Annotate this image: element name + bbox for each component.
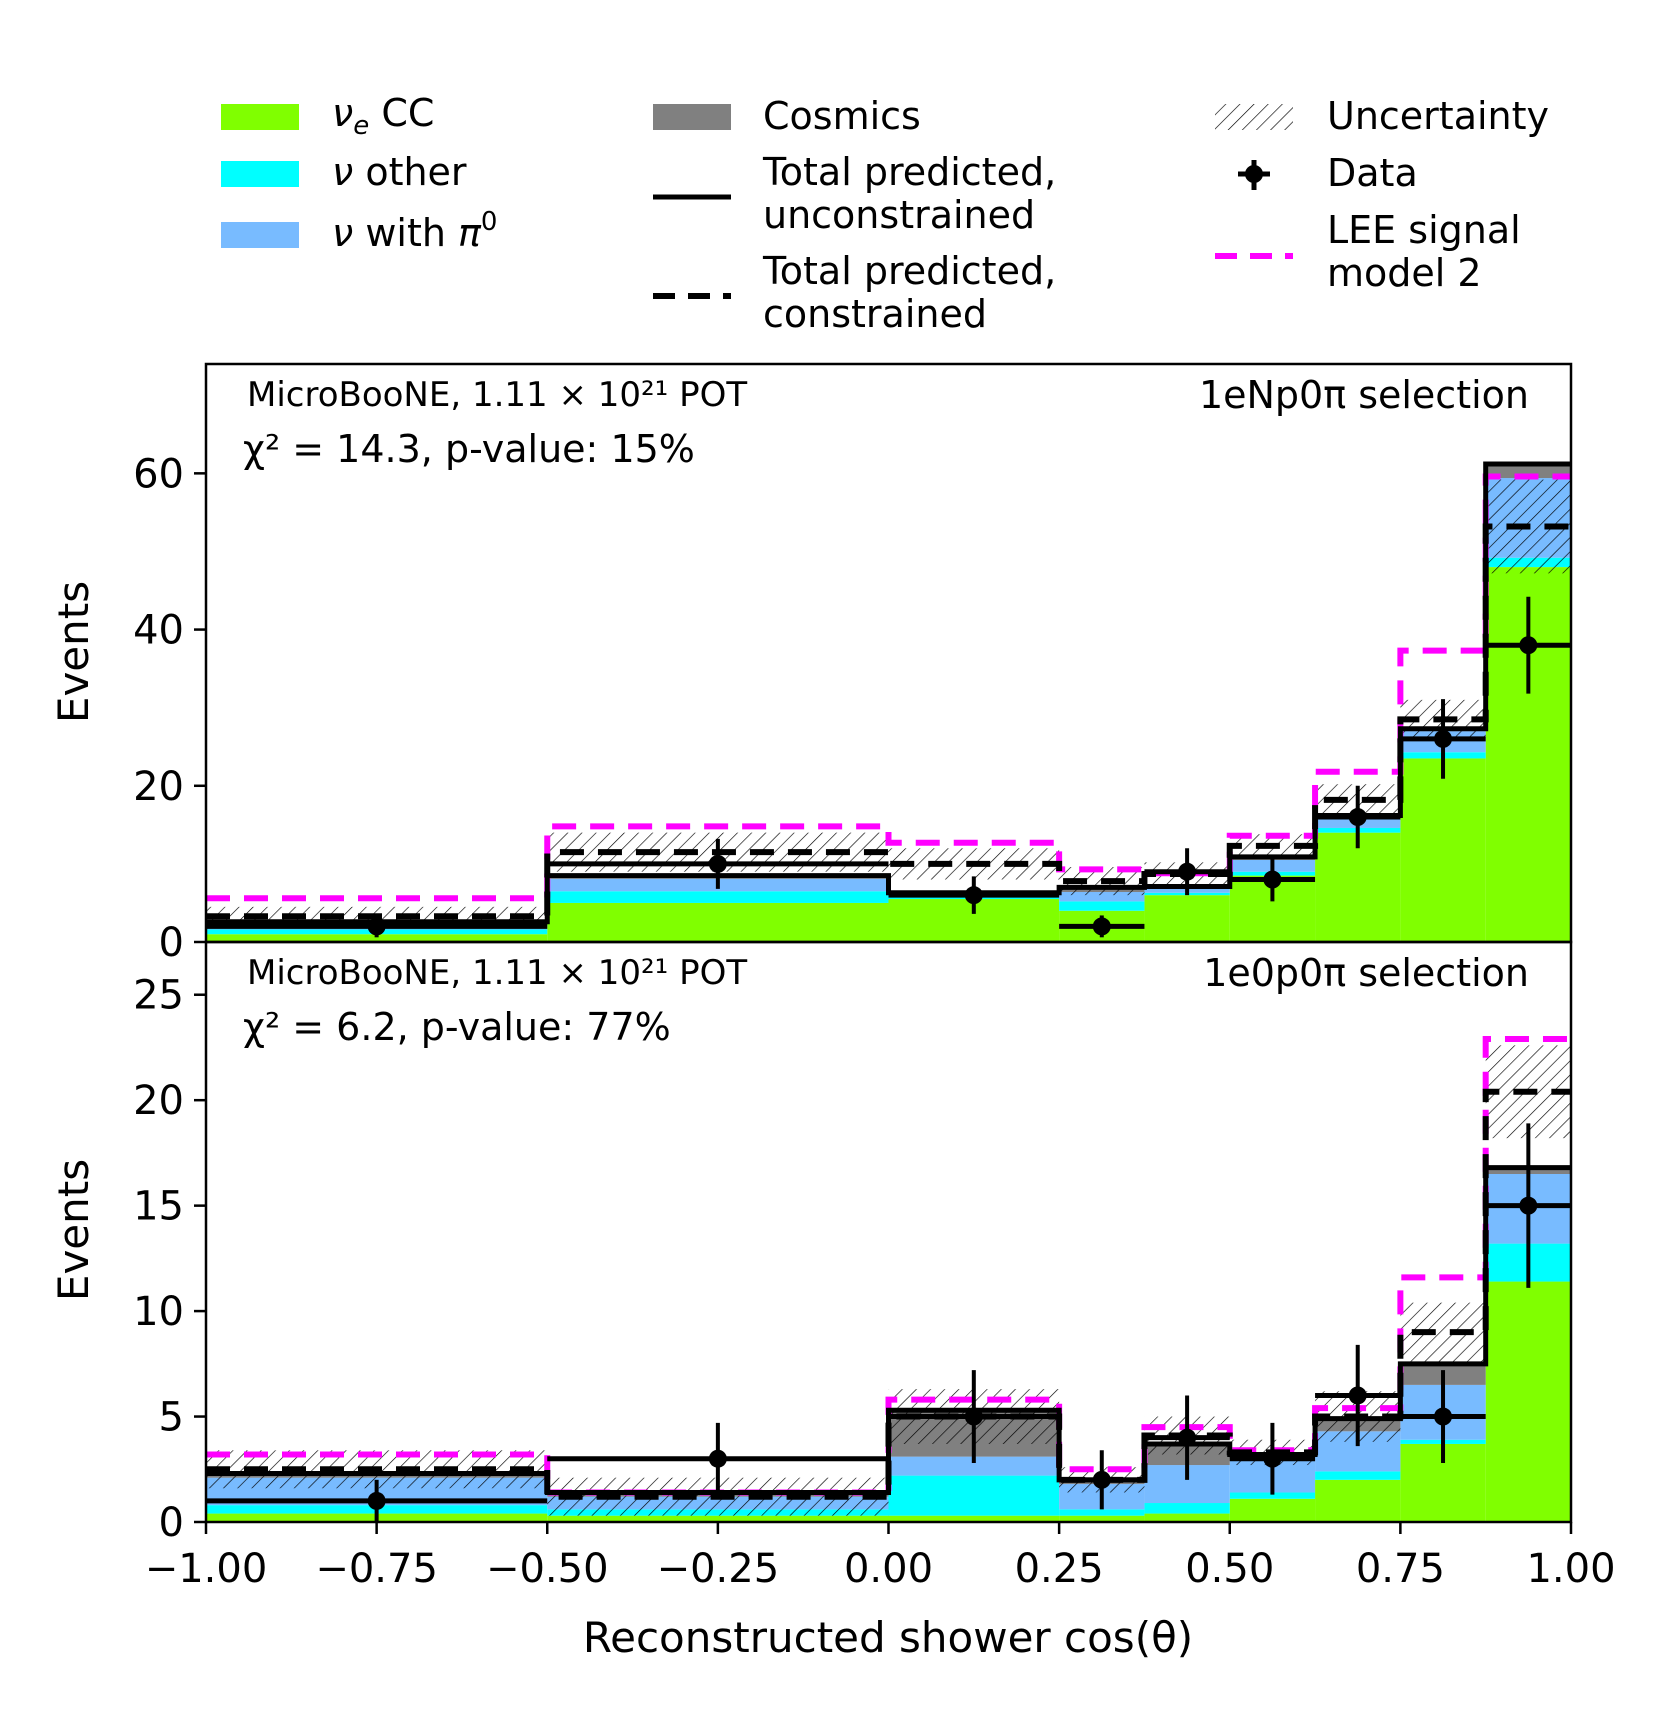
- bar-nue_cc-4: [1144, 1513, 1230, 1522]
- bar-nu_pi0-2: [888, 1456, 1060, 1476]
- bar-nu_other-6: [1315, 1471, 1401, 1480]
- x-axis-label: Reconstructed shower cos(θ): [583, 1613, 1193, 1662]
- bar-nue_cc-5: [1229, 1498, 1316, 1522]
- panel-1eNp0pi: 0 20 40 60 MicroBooNE, 1.11 × 10²¹ POT χ² = 1…: [133, 362, 1573, 966]
- bar-nue_cc-3: [1059, 1515, 1145, 1522]
- legend-label-nue-cc: νe CC: [332, 91, 434, 141]
- bar-nu_other-2: [888, 1475, 1060, 1516]
- bar-nue_cc-1: [547, 1515, 889, 1522]
- data-point-4: [1144, 1395, 1230, 1480]
- data-point-5: [1229, 857, 1316, 902]
- x-tick-label: 0.00: [844, 1546, 933, 1592]
- y-tick-label: 40: [133, 608, 184, 654]
- legend-label-uncertainty: Uncertainty: [1327, 94, 1549, 138]
- legend-label-data: Data: [1327, 151, 1418, 195]
- legend: νe CC ν other ν with π0 Cosmics Total pr…: [221, 91, 1549, 336]
- y-axis-label-top: Events: [49, 581, 98, 723]
- bar-nu_pi0-3: [1059, 892, 1145, 902]
- y-tick-label: 10: [133, 1289, 184, 1335]
- bar-nu_other-1: [547, 891, 889, 903]
- bar-nue_cc-0: [206, 934, 548, 942]
- legend-label-cosmics: Cosmics: [763, 94, 921, 138]
- x-tick-label: −0.50: [486, 1546, 609, 1592]
- data-point-3: [1059, 915, 1145, 938]
- data-point-8: [1485, 1123, 1571, 1288]
- legend-label-constrained-2: constrained: [763, 292, 987, 336]
- y-axis-label-bottom: Events: [49, 1159, 98, 1301]
- legend-swatch-nu-pi0: [221, 222, 299, 248]
- legend-label-nu-pi0: ν with π0: [332, 207, 497, 255]
- legend-label-nu-other: ν other: [332, 150, 467, 194]
- bar-nue_cc-1: [547, 902, 889, 942]
- data-point-0: [206, 915, 548, 938]
- bar-nu_other-3: [1059, 1509, 1145, 1516]
- x-tick-label: 0.50: [1185, 1546, 1274, 1592]
- stat-label: χ² = 14.3, p-value: 15%: [243, 427, 695, 471]
- legend-swatch-uncertainty: [1215, 104, 1293, 130]
- y-tick-label: 25: [133, 973, 184, 1019]
- x-tick-label: 1.00: [1526, 1546, 1615, 1592]
- legend-swatch-cosmics: [653, 104, 731, 130]
- data-point-2: [888, 876, 1060, 914]
- data-point-8: [1485, 596, 1571, 694]
- experiment-label: MicroBooNE, 1.11 × 10²¹ POT: [247, 953, 747, 993]
- y-tick-label: 0: [159, 920, 184, 966]
- stat-label: χ² = 6.2, p-value: 77%: [243, 1005, 671, 1049]
- selection-label: 1eNp0π selection: [1199, 373, 1529, 417]
- y-tick-label: 5: [159, 1395, 184, 1441]
- y-tick-label: 20: [133, 1078, 184, 1124]
- bar-nue_cc-2: [888, 1515, 1060, 1522]
- bar-nue_cc-7: [1400, 758, 1486, 942]
- legend-label-unconstrained-2: unconstrained: [763, 193, 1035, 237]
- x-tick-label: −0.25: [657, 1546, 780, 1592]
- y-tick-label: 15: [133, 1184, 184, 1230]
- bar-nue_cc-4: [1144, 895, 1230, 942]
- bar-nue_cc-8: [1485, 1281, 1571, 1522]
- data-point-1: [547, 1422, 889, 1495]
- data-point-3: [1059, 1450, 1145, 1510]
- data-point-0: [206, 1479, 548, 1522]
- legend-label-lee-2: model 2: [1327, 251, 1482, 295]
- data-point-7: [1400, 1370, 1486, 1463]
- bar-nu_other-4: [1144, 1503, 1230, 1514]
- x-tick-label: −1.00: [145, 1546, 268, 1592]
- legend-label-unconstrained-1: Total predicted,: [762, 150, 1056, 194]
- bar-nu_other-5: [1229, 1492, 1316, 1499]
- data-point-4: [1144, 848, 1230, 896]
- legend-swatch-nue-cc: [221, 104, 299, 130]
- x-tick-label: 0.75: [1356, 1546, 1445, 1592]
- bar-nu_other-3: [1059, 901, 1145, 911]
- y-tick-label: 0: [159, 1500, 184, 1546]
- legend-swatch-nu-other: [221, 161, 299, 187]
- bar-nue_cc-6: [1315, 1479, 1401, 1522]
- x-tick-label: −0.75: [315, 1546, 438, 1592]
- data-point-7: [1400, 699, 1486, 779]
- data-point-1: [547, 838, 889, 889]
- panel-1e0p0pi: 0 5 10 15 20 25 −1.00 −0.75 −0.50 −0.25 0.00 0.25 0.…: [133, 940, 1616, 1592]
- legend-marker-data: [1238, 160, 1270, 190]
- y-tick-label: 60: [133, 451, 184, 497]
- data-point-2: [888, 1370, 1060, 1463]
- data-point-6: [1315, 785, 1401, 849]
- selection-label: 1e0p0π selection: [1203, 951, 1529, 995]
- data-point-5: [1229, 1422, 1316, 1495]
- x-tick-label: 0.25: [1015, 1546, 1104, 1592]
- experiment-label: MicroBooNE, 1.11 × 10²¹ POT: [247, 375, 747, 415]
- data-point-6: [1315, 1344, 1401, 1447]
- legend-label-constrained-1: Total predicted,: [762, 249, 1056, 293]
- bar-cosmics-8: [1485, 463, 1571, 479]
- legend-label-lee-1: LEE signal: [1327, 208, 1521, 252]
- lee-model2-line: [206, 473, 1571, 902]
- bar-nue_cc-6: [1315, 832, 1401, 942]
- y-tick-label: 20: [133, 764, 184, 810]
